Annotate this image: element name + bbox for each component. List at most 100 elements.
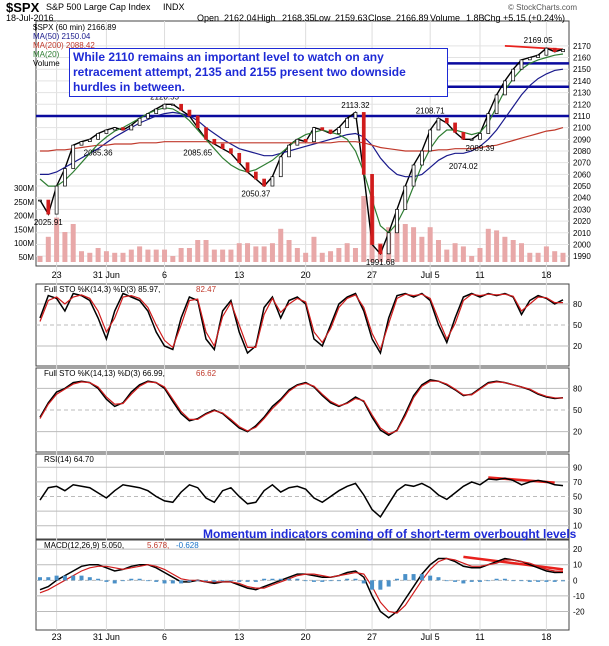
- volume-bar: [560, 252, 566, 262]
- price-candle: [162, 103, 167, 110]
- macd-histogram-bar: [320, 580, 325, 582]
- open-value: 2162.04: [224, 13, 257, 23]
- price-candle: [320, 127, 325, 131]
- volume-bar: [153, 249, 159, 262]
- volume-bar: [162, 249, 168, 262]
- volume-bar: [137, 246, 143, 262]
- panel-frame-macd: [35, 539, 570, 631]
- macd-histogram-bar: [87, 577, 92, 581]
- volume-value: 1.8B: [466, 13, 485, 23]
- macd-histogram-bar: [386, 580, 391, 587]
- x-tick-label: 20: [301, 270, 311, 280]
- price-candle: [79, 141, 84, 146]
- exchange: INDX: [163, 2, 185, 12]
- volume-bar: [236, 243, 242, 262]
- volume-bar: [178, 248, 184, 262]
- price-candle: [146, 113, 150, 119]
- macd-histogram-bar: [62, 575, 67, 581]
- price-candle: [195, 115, 200, 128]
- volume-bar: [103, 251, 109, 262]
- macd-histogram-bar: [370, 580, 375, 590]
- volume-bar: [286, 240, 292, 262]
- volume-bar: [344, 243, 350, 262]
- volume-bar: [485, 228, 491, 262]
- price-candle: [478, 133, 482, 140]
- y-tick-label: 2020: [573, 217, 591, 226]
- macd-histogram-bar: [361, 580, 366, 584]
- macd-histogram-bar: [54, 575, 59, 581]
- x-tick-label: 27: [367, 270, 377, 280]
- volume-bar: [220, 249, 226, 262]
- macd-histogram-bar: [228, 580, 233, 582]
- volume-bar: [62, 232, 68, 262]
- close-value: 2166.89: [396, 13, 429, 23]
- price-data-label: 2108.71: [416, 106, 445, 115]
- volume-bar: [527, 252, 533, 262]
- volume-bar: [261, 246, 267, 262]
- watermark: © StockCharts.com: [508, 3, 578, 12]
- support-levels-note: While 2110 remains an important level to…: [69, 48, 448, 97]
- volume-bar: [170, 256, 176, 262]
- macd-histogram-bar: [278, 578, 283, 581]
- volume-bar: [128, 249, 134, 262]
- price-candle: [444, 117, 449, 124]
- volume-bar: [37, 256, 43, 262]
- volume-bar: [452, 243, 458, 262]
- price-data-label: 2085.36: [84, 149, 113, 158]
- volume-tick-label: 100M: [14, 239, 34, 248]
- macd-histogram-bar: [253, 580, 258, 582]
- panel-y-tick-label: 10: [573, 561, 582, 570]
- macd-histogram-bar: [245, 580, 250, 582]
- price-candle: [245, 162, 250, 173]
- volume-bar: [361, 196, 367, 262]
- volume-bar: [552, 251, 558, 262]
- price-candle: [278, 156, 283, 178]
- panel-y-tick-label: 80: [573, 300, 582, 309]
- price-candle: [87, 138, 92, 143]
- macd-histogram-bar: [129, 578, 134, 581]
- y-tick-label: 2000: [573, 240, 591, 249]
- macd-histogram-bar: [403, 574, 408, 581]
- y-tick-label: 2160: [573, 54, 591, 63]
- sto2-label: Full STO %K(14,13) %D(3) 66.99,: [44, 369, 165, 378]
- macd-histogram-bar: [536, 580, 541, 582]
- panel-y-tick-label: -10: [573, 592, 585, 601]
- price-candle: [552, 47, 557, 53]
- volume-bar: [394, 224, 400, 262]
- price-candle: [154, 108, 159, 114]
- price-data-label: 2085.65: [183, 148, 212, 157]
- price-data-label: 2074.02: [449, 162, 478, 171]
- series-ma-200-: [40, 127, 564, 152]
- price-data-label: 2120.55: [150, 93, 179, 102]
- price-candle: [527, 57, 532, 61]
- price-candle: [137, 117, 142, 126]
- price-candle: [71, 144, 76, 169]
- macd-histogram-bar: [220, 580, 225, 582]
- panel-y-tick-label: 80: [573, 384, 582, 393]
- volume-bar: [303, 252, 309, 262]
- y-tick-label: 2100: [573, 124, 591, 133]
- macd-histogram-bar: [544, 580, 549, 582]
- price-candle: [544, 47, 549, 56]
- panel-y-tick-label: 90: [573, 463, 582, 472]
- macd-histogram-bar: [419, 574, 424, 581]
- macd-histogram-bar: [270, 578, 275, 581]
- y-tick-label: 2030: [573, 205, 591, 214]
- macd-histogram-bar: [71, 575, 76, 581]
- x-tick-label: 31 Jun: [93, 270, 120, 280]
- x-tick-label: 13: [234, 270, 244, 280]
- y-tick-label: 2090: [573, 135, 591, 144]
- x-tick-label-bottom: 20: [301, 632, 311, 642]
- price-candle: [337, 127, 341, 134]
- price-data-label: 2089.39: [466, 144, 495, 153]
- volume-bar: [460, 246, 466, 262]
- price-candle: [428, 129, 433, 152]
- price-candle: [403, 185, 408, 210]
- macd-histogram-bar: [121, 580, 126, 582]
- price-candle: [312, 127, 316, 143]
- volume-bar: [328, 251, 334, 262]
- price-data-label: 2050.37: [241, 190, 270, 199]
- macd-histogram-bar: [336, 580, 341, 582]
- x-tick-label: 23: [52, 270, 62, 280]
- price-candle: [295, 138, 300, 146]
